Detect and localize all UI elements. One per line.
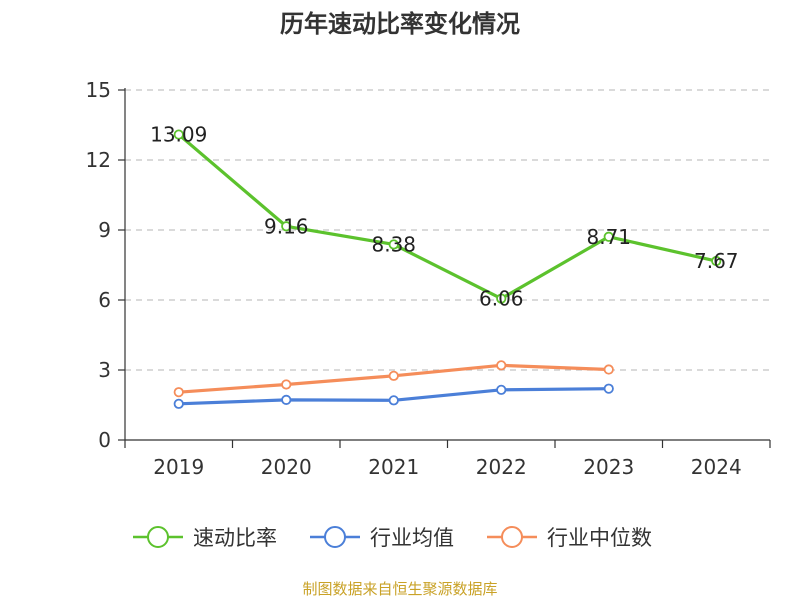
legend-marker bbox=[324, 526, 346, 548]
data-label: 6.06 bbox=[479, 287, 524, 311]
x-tick-label: 2024 bbox=[691, 455, 742, 479]
data-label: 13.09 bbox=[150, 123, 207, 147]
data-point bbox=[281, 394, 292, 405]
data-point bbox=[281, 379, 292, 390]
legend-marker bbox=[501, 526, 523, 548]
data-point bbox=[496, 293, 507, 304]
data-point bbox=[388, 370, 399, 381]
series-group bbox=[173, 129, 722, 409]
data-point bbox=[711, 255, 722, 267]
data-point bbox=[388, 239, 399, 250]
x-tick-label: 2022 bbox=[476, 455, 527, 479]
data-point bbox=[496, 384, 507, 395]
x-tick-label: 2020 bbox=[261, 455, 312, 479]
data-label: 8.38 bbox=[371, 232, 416, 256]
axes: 0 3 6 9 12 15 2019 2020 2021 2022 2023 2024 bbox=[86, 78, 771, 479]
legend: 速动比率 行业均值 行业中位数 bbox=[133, 526, 652, 550]
data-label: 9.16 bbox=[264, 214, 309, 238]
legend-label: 行业均值 bbox=[370, 526, 454, 550]
data-label: 8.71 bbox=[586, 225, 631, 249]
grid bbox=[125, 89, 770, 371]
legend-label: 速动比率 bbox=[193, 526, 277, 550]
source-note: 制图数据来自恒生聚源数据库 bbox=[302, 580, 497, 598]
data-point bbox=[603, 364, 614, 375]
x-tick-label: 2021 bbox=[368, 455, 419, 479]
data-point bbox=[173, 129, 184, 140]
data-label: 7.67 bbox=[694, 249, 739, 273]
y-tick-label: 9 bbox=[98, 218, 111, 242]
data-point bbox=[281, 221, 292, 232]
data-point bbox=[496, 360, 507, 371]
series-line bbox=[177, 132, 718, 301]
y-tick-label: 6 bbox=[98, 288, 111, 312]
data-point bbox=[603, 231, 614, 242]
x-tick-label: 2023 bbox=[583, 455, 634, 479]
y-tick-label: 12 bbox=[86, 148, 111, 172]
chart-title: 历年速动比率变化情况 bbox=[280, 10, 520, 38]
data-point bbox=[388, 395, 399, 406]
x-tick-label: 2019 bbox=[153, 455, 204, 479]
y-tick-label: 3 bbox=[98, 358, 111, 382]
data-labels: 13.09 9.16 8.38 6.06 8.71 7.67 bbox=[150, 123, 738, 311]
data-point bbox=[173, 398, 184, 409]
y-tick-label: 0 bbox=[98, 428, 111, 452]
legend-marker bbox=[147, 526, 169, 548]
data-point bbox=[173, 387, 184, 398]
y-tick-label: 15 bbox=[86, 78, 111, 102]
legend-label: 行业中位数 bbox=[547, 526, 652, 550]
data-point bbox=[603, 383, 614, 394]
